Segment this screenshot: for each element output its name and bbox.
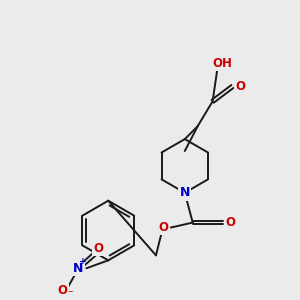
Text: O: O [58, 284, 68, 297]
Text: N: N [73, 262, 84, 275]
Text: O: O [236, 80, 245, 93]
Text: O: O [93, 242, 103, 255]
Text: O: O [158, 221, 168, 234]
Text: N: N [180, 186, 190, 199]
Text: OH: OH [213, 57, 232, 70]
Text: +: + [79, 257, 86, 266]
Text: O: O [226, 216, 236, 229]
Text: ⁻: ⁻ [68, 289, 73, 299]
